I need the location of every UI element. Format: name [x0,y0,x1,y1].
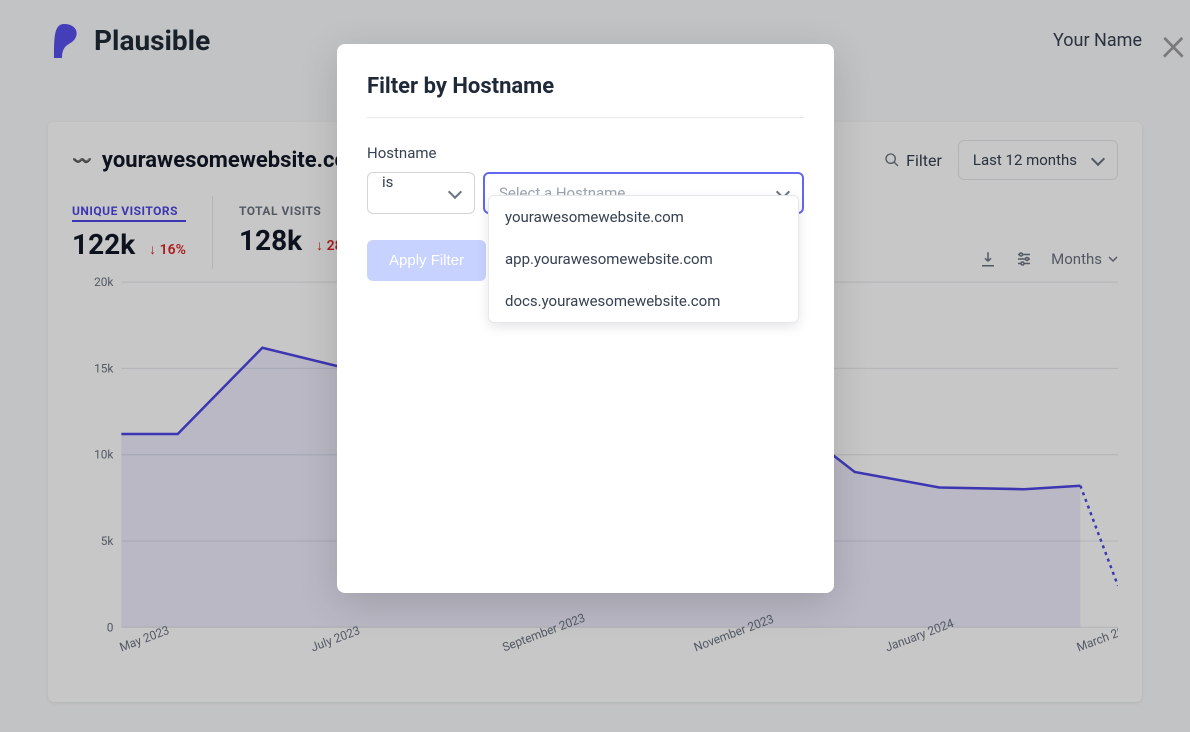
hostname-option[interactable]: yourawesomewebsite.com [489,196,798,238]
brand-logo[interactable]: Plausible [48,18,210,62]
settings-icon[interactable] [1015,250,1033,268]
svg-text:0: 0 [107,620,114,634]
close-icon[interactable]: × [1161,20,1186,68]
date-range-select[interactable]: Last 12 months [958,140,1118,180]
chevron-down-icon [1108,254,1118,264]
site-name[interactable]: yourawesomewebsite.com [102,148,366,173]
download-icon[interactable] [979,250,997,268]
interval-label: Months [1051,250,1102,268]
metric-value: 122k [72,228,135,261]
svg-text:15k: 15k [94,361,114,375]
plausible-icon [48,18,84,62]
svg-text:March 2024: March 2024 [1075,619,1118,655]
metric-change: ↓ 16% [149,241,186,258]
search-icon [884,152,900,168]
site-icon: 〰️ [72,151,92,170]
operator-value: is [382,173,393,191]
svg-text:5k: 5k [101,534,115,548]
user-name[interactable]: Your Name [1053,30,1142,51]
filter-label: Filter [906,151,942,170]
metric-card[interactable]: UNIQUE VISITORS 122k ↓ 16% [72,196,213,269]
filter-button[interactable]: Filter [884,151,942,170]
date-range-value: Last 12 months [973,151,1077,169]
svg-text:20k: 20k [94,275,114,289]
metric-label: UNIQUE VISITORS [72,204,186,222]
brand-name: Plausible [94,24,210,57]
metric-value: 128k [239,224,302,257]
hostname-label: Hostname [367,144,804,162]
operator-select[interactable]: is [367,172,475,214]
svg-text:10k: 10k [94,448,114,462]
apply-filter-button[interactable]: Apply Filter [367,240,486,281]
hostname-option[interactable]: docs.yourawesomewebsite.com [489,280,798,322]
hostname-option[interactable]: app.yourawesomewebsite.com [489,238,798,280]
svg-text:July 2023: July 2023 [309,623,362,654]
modal-title: Filter by Hostname [367,74,804,118]
metric-label: TOTAL VISITS [239,204,353,218]
interval-select[interactable]: Months [1051,250,1118,268]
hostname-dropdown: yourawesomewebsite.comapp.yourawesomeweb… [488,195,799,323]
